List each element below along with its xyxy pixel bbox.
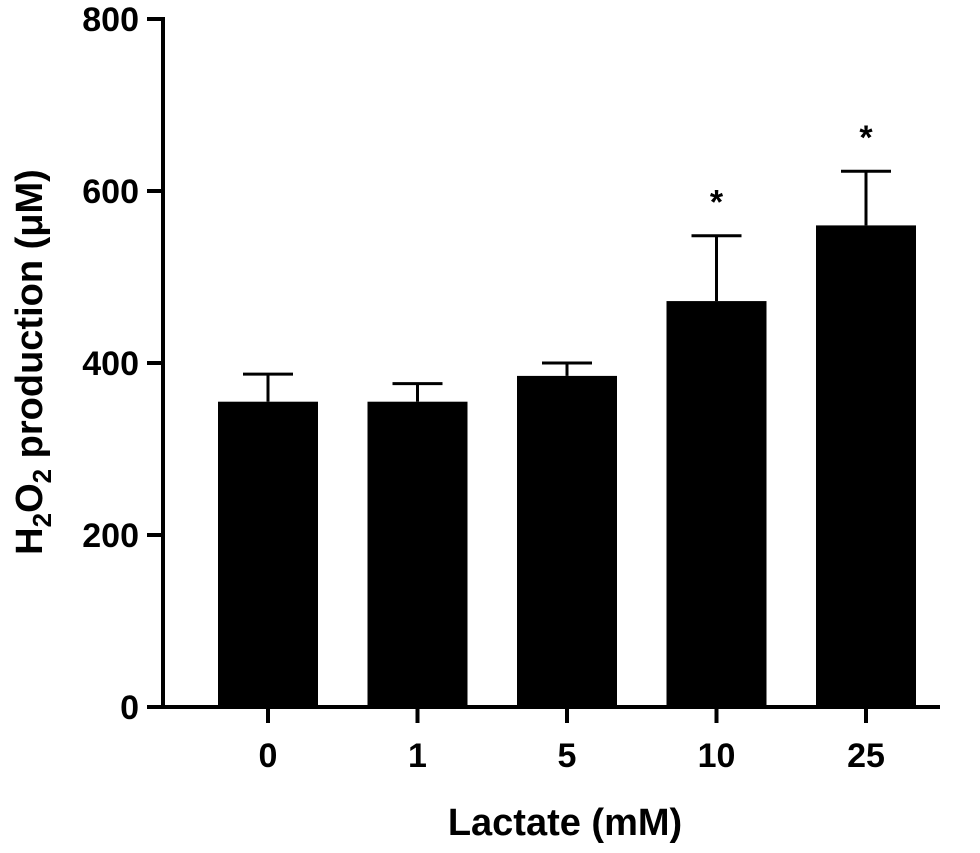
y-axis-title: H2O2 production (μM) [9,169,57,555]
y-axis-title-prefix: H [9,527,51,554]
x-axis-title: Lactate (mM) [448,802,682,844]
x-tick-label: 1 [408,737,427,775]
y-tick-label: 400 [82,345,139,383]
significance-marks: ** [710,119,874,222]
y-axis-title-sub1: 2 [27,513,57,527]
bar [517,375,617,707]
x-axis: 0 1 5 10 25 [161,705,940,775]
x-tick-label: 0 [259,737,278,775]
y-tick-label: 600 [82,173,139,211]
significance-mark: * [859,119,873,157]
y-tick-label: 800 [82,1,139,39]
y-axis-title-sub2: 2 [27,469,57,483]
bars [218,225,916,707]
significance-mark: * [710,184,724,222]
x-tick-label: 10 [698,737,736,775]
bar [367,401,468,707]
error-bars [243,169,891,402]
x-tick-label: 25 [847,737,885,775]
bar [218,401,318,707]
y-axis: 0 200 400 600 800 [82,1,165,727]
y-tick-label: 200 [82,517,139,555]
y-axis-title-mid: O [9,483,51,513]
y-tick-label: 0 [120,689,139,727]
x-tick-label: 5 [558,737,577,775]
bar [666,301,767,707]
bar [816,225,916,707]
y-axis-title-suffix: production (μM) [9,169,51,469]
